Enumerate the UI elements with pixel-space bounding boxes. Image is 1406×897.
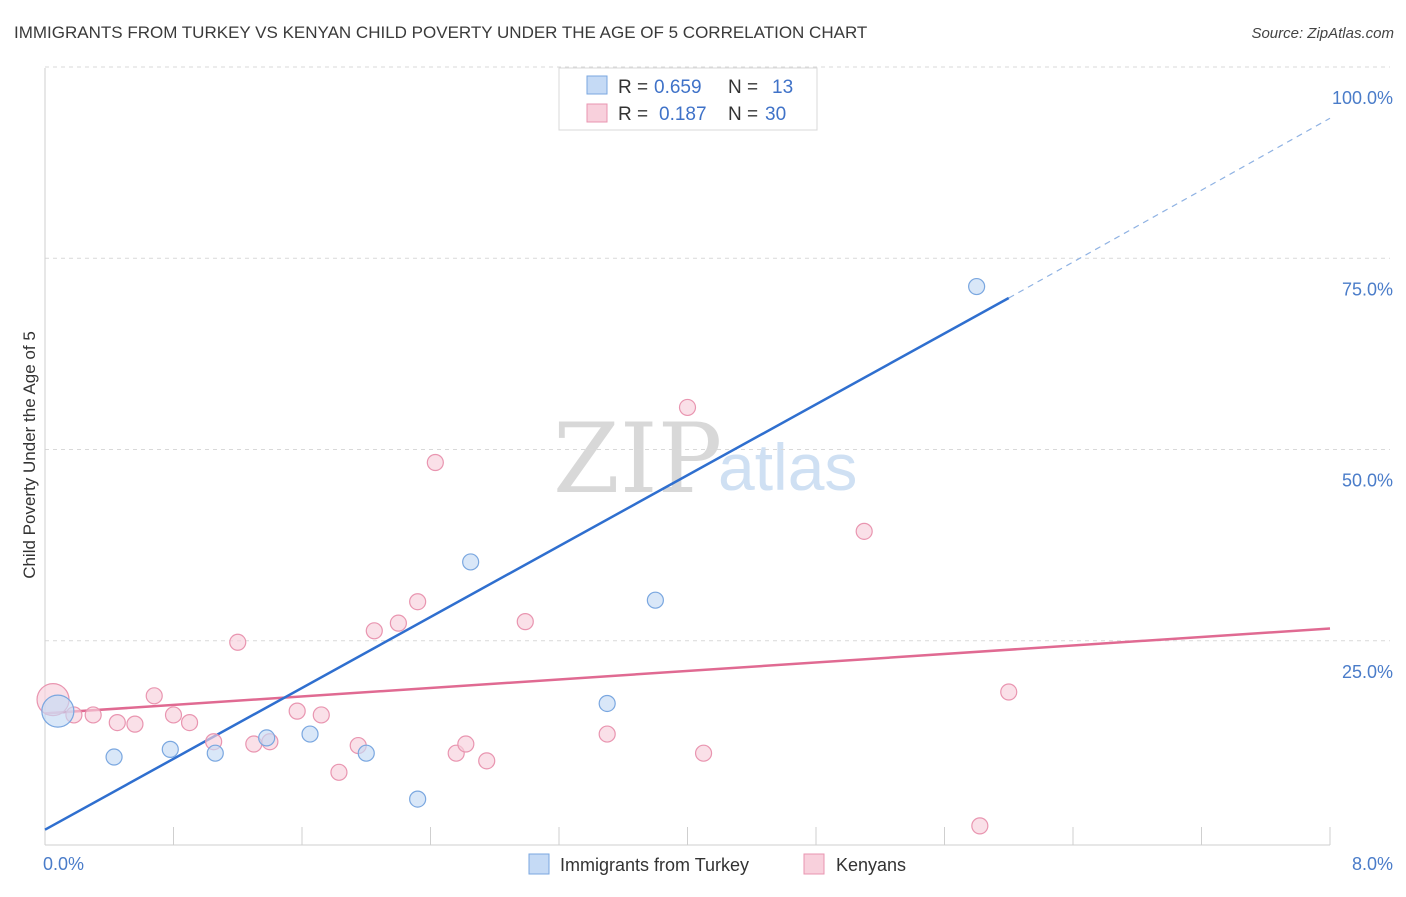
legend-swatch-kenyans xyxy=(586,103,608,123)
legend-r-value-turkey: 0.659 xyxy=(654,77,702,98)
legend-n-value-turkey: 13 xyxy=(772,77,793,98)
data-point-kenyans xyxy=(229,633,247,651)
data-point-turkey xyxy=(161,740,179,758)
data-point-kenyans xyxy=(180,713,199,732)
legend-n-value-kenyans: 30 xyxy=(765,104,786,125)
data-point-kenyans xyxy=(84,706,102,724)
data-point-kenyans xyxy=(426,453,444,472)
data-point-kenyans xyxy=(108,713,126,732)
x-tick-labels: 0.0% 8.0% xyxy=(43,854,1393,874)
data-point-turkey xyxy=(968,277,986,296)
trend-line-turkey xyxy=(44,296,1010,831)
data-point-kenyans xyxy=(288,702,306,720)
data-point-kenyans xyxy=(145,687,163,705)
legend-swatch-turkey-bottom xyxy=(528,853,550,875)
data-point-kenyans xyxy=(389,614,407,632)
data-point-turkey xyxy=(41,694,75,728)
trend-line-turkey-extension xyxy=(1008,117,1331,299)
data-point-turkey xyxy=(105,748,123,766)
data-point-kenyans xyxy=(855,522,873,540)
legend-swatch-kenyans-bottom xyxy=(803,853,825,875)
data-point-kenyans xyxy=(694,744,713,762)
data-point-kenyans xyxy=(409,593,427,611)
y-tick-label: 25.0% xyxy=(1342,662,1393,682)
data-point-turkey xyxy=(598,694,616,713)
data-point-kenyans xyxy=(330,763,348,781)
chart-title: IMMIGRANTS FROM TURKEY VS KENYAN CHILD P… xyxy=(14,23,867,42)
data-points xyxy=(36,71,1018,835)
legend-r-value-kenyans: 0.187 xyxy=(659,104,707,125)
y-tick-label: 100.0% xyxy=(1332,88,1393,108)
series-legend: Immigrants from Turkey Kenyans xyxy=(528,853,906,875)
legend-r-label: R = xyxy=(618,104,648,125)
grid xyxy=(45,66,1390,642)
x-tick-label: 0.0% xyxy=(43,854,84,874)
y-tick-label: 50.0% xyxy=(1342,471,1393,491)
trend-line-kenyans xyxy=(44,627,1331,715)
data-point-kenyans xyxy=(971,817,989,835)
chart-source: Source: ZipAtlas.com xyxy=(1251,25,1394,42)
legend-r-label: R = xyxy=(618,77,648,98)
data-point-turkey xyxy=(206,744,224,762)
x-tick-label: 8.0% xyxy=(1352,854,1393,874)
y-axis-label: Child Poverty Under the Age of 5 xyxy=(20,331,39,579)
data-point-kenyans xyxy=(516,613,534,631)
data-point-kenyans xyxy=(164,706,183,724)
data-point-turkey xyxy=(462,553,480,571)
svg-text:atlas: atlas xyxy=(718,430,857,504)
data-point-kenyans xyxy=(126,715,144,733)
svg-text:ZIP: ZIP xyxy=(553,403,722,515)
data-point-kenyans xyxy=(678,398,697,417)
stats-legend: R = 0.659 N = 13 R = 0.187 N = 30 xyxy=(558,67,818,131)
data-point-kenyans xyxy=(478,752,496,770)
data-point-turkey xyxy=(301,725,319,743)
legend-swatch-turkey xyxy=(586,75,608,95)
trend-lines xyxy=(44,117,1331,831)
data-point-turkey xyxy=(646,591,664,609)
watermark: ZIP atlas xyxy=(553,403,857,515)
data-point-kenyans xyxy=(365,622,383,640)
legend-label-turkey: Immigrants from Turkey xyxy=(560,855,749,875)
data-point-turkey xyxy=(357,744,375,762)
data-point-kenyans xyxy=(598,725,616,743)
data-point-kenyans xyxy=(312,706,330,724)
legend-n-label: N = xyxy=(728,77,758,98)
data-point-kenyans xyxy=(457,735,475,753)
data-point-turkey xyxy=(258,729,276,747)
legend-label-kenyans: Kenyans xyxy=(836,855,906,875)
y-tick-label: 75.0% xyxy=(1342,279,1393,299)
legend-n-label: N = xyxy=(728,104,758,125)
data-point-kenyans xyxy=(1000,683,1018,701)
data-point-turkey xyxy=(409,790,427,808)
y-tick-labels: 25.0% 50.0% 75.0% 100.0% xyxy=(1332,88,1393,682)
